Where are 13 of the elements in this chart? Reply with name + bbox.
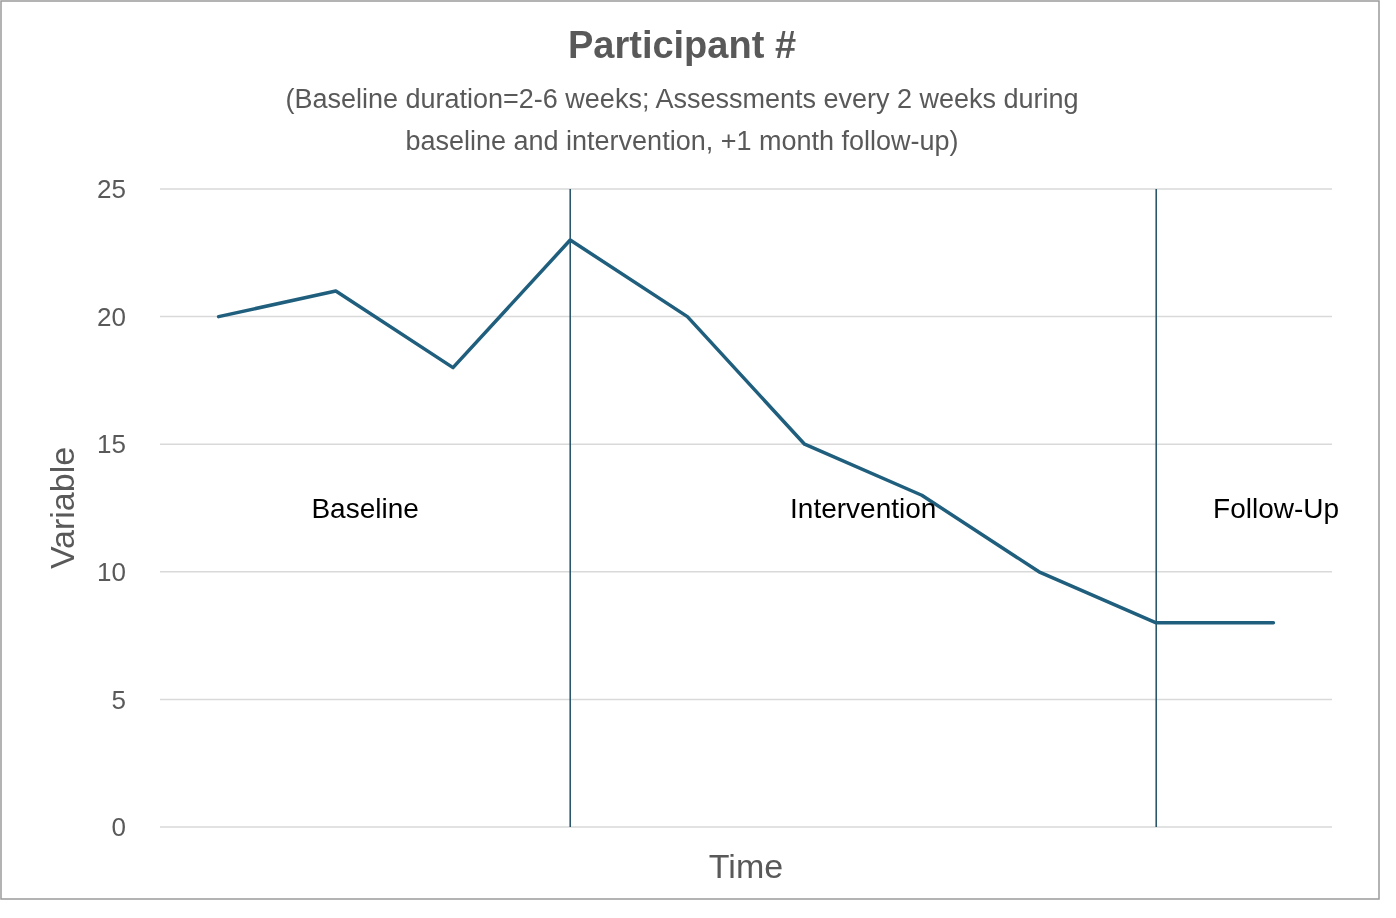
y-tick-label: 10 bbox=[97, 556, 126, 587]
y-tick-label: 5 bbox=[111, 684, 126, 715]
annotation: Baseline bbox=[311, 492, 419, 524]
annotation: Intervention bbox=[790, 492, 937, 524]
y-tick-label: 25 bbox=[97, 174, 126, 205]
y-axis-title: Variable bbox=[43, 446, 81, 570]
chart-title: Participant # bbox=[567, 24, 797, 66]
y-tick-label: 0 bbox=[111, 812, 126, 843]
y-tick-label: 15 bbox=[97, 429, 126, 460]
x-axis-title: Time bbox=[708, 847, 784, 885]
chart-subtitle: (Baseline duration=2-6 weeks; Assessments every 2 weeks during baseline and intervention, +1 month follow-up) bbox=[285, 84, 1079, 156]
annotation: Follow-Up bbox=[1213, 492, 1340, 524]
y-tick-label: 20 bbox=[97, 301, 126, 332]
